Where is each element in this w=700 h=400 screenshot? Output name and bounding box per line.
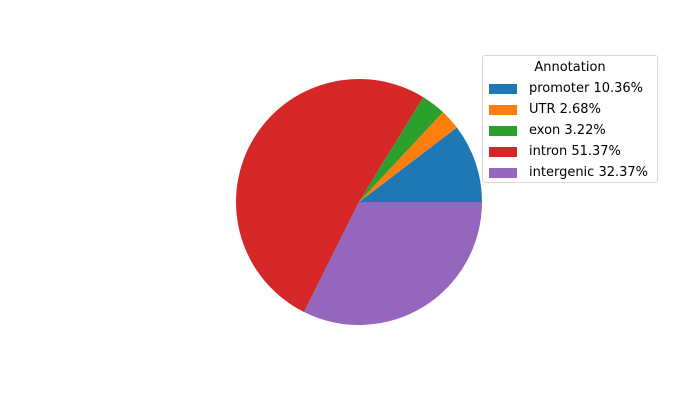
legend-label: intergenic 32.37%: [529, 165, 649, 180]
legend-title: Annotation: [534, 60, 606, 75]
pie-slice-promoter: [359, 127, 482, 202]
legend: Annotation promoter 10.36% UTR 2.68% exon …: [482, 55, 658, 183]
legend-swatch: [489, 146, 517, 157]
legend-item-exon: exon 3.22%: [483, 120, 657, 141]
legend-label: intron 51.37%: [529, 144, 621, 159]
legend-label: UTR 2.68%: [529, 102, 601, 117]
pie-slice-utr: [359, 112, 457, 202]
legend-item-utr: UTR 2.68%: [483, 99, 657, 120]
pie-slice-intron: [235, 78, 424, 313]
legend-label: promoter 10.36%: [529, 81, 644, 96]
legend-swatch: [489, 104, 517, 115]
legend-item-promoter: promoter 10.36%: [483, 78, 657, 99]
legend-label: exon 3.22%: [529, 123, 606, 138]
legend-swatch: [489, 83, 517, 94]
legend-item-intergenic: intergenic 32.37%: [483, 162, 657, 183]
legend-item-intron: intron 51.37%: [483, 141, 657, 162]
pie-slice-intergenic: [304, 202, 482, 325]
legend-swatch: [489, 125, 517, 136]
legend-swatch: [489, 167, 517, 178]
pie-slice-exon: [359, 97, 443, 202]
